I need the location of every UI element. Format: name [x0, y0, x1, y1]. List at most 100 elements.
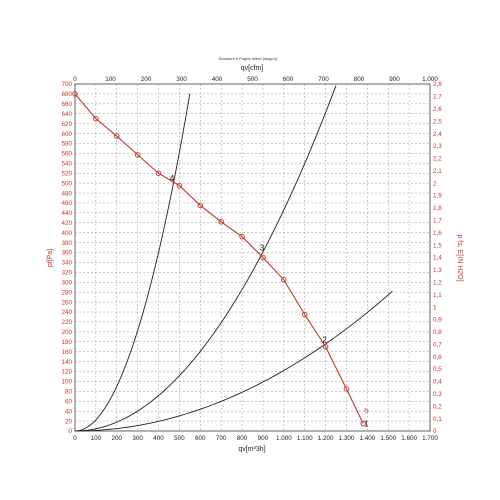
y-right-tick-label: 0	[433, 428, 437, 435]
y-left-tick-label: 200	[61, 329, 72, 336]
y-right-tick-label: 2,7	[433, 94, 442, 101]
fan-curve-marker	[176, 182, 183, 189]
y-left-tick-label: 160	[61, 349, 72, 356]
x-axis-bottom-label: qv[m³3h]	[238, 446, 265, 453]
x-bottom-tick-label: 600	[195, 435, 206, 442]
x-top-tick-label: 500	[247, 76, 258, 83]
fan-curve-marker	[360, 420, 366, 427]
y-right-tick-label: 1,4	[433, 255, 442, 262]
y-left-tick-label: 420	[61, 220, 72, 227]
y-left-tick-label: 600	[61, 131, 72, 138]
y-left-tick-label: 120	[61, 369, 72, 376]
fan-curve-marker	[239, 233, 245, 240]
x-top-tick-label: 100	[105, 76, 116, 83]
y-right-tick-label: 0,4	[433, 379, 442, 386]
y-left-tick-label: 220	[61, 319, 72, 326]
y-right-tick-label: 1,2	[433, 279, 442, 286]
y-left-tick-label: 0	[68, 428, 72, 435]
fan-curve-marker	[322, 343, 329, 350]
x-bottom-tick-label: 1.600	[401, 435, 417, 442]
y-left-tick-label: 620	[61, 121, 72, 128]
system-curve-line	[74, 85, 337, 432]
y-left-tick-label: 300	[61, 279, 72, 286]
x-bottom-tick-label: 800	[237, 435, 248, 442]
y-right-tick-label: 1,5	[433, 242, 442, 249]
y-left-tick-label: 360	[61, 250, 72, 257]
y-left-tick-label: 640	[61, 111, 72, 118]
x-bottom-tick-label: 1.200	[318, 435, 334, 442]
fan-curve-marker	[260, 254, 266, 261]
y-right-tick-label: 1,6	[433, 230, 442, 237]
y-left-tick-label: 560	[61, 151, 72, 158]
x-axis-top-label: qv[cfm]	[241, 65, 264, 72]
x-top-tick-label: 300	[176, 76, 187, 83]
y-left-tick-label: 20	[65, 418, 73, 425]
x-top-tick-label: 600	[283, 76, 294, 83]
x-bottom-tick-label: 700	[216, 435, 227, 442]
y-right-tick-label: 1,7	[433, 218, 442, 225]
y-right-tick-label: 1,3	[433, 267, 442, 274]
y-right-tick-label: 0,6	[433, 354, 442, 361]
y-right-tick-label: 0,1	[433, 416, 442, 423]
y-left-tick-label: 140	[61, 359, 72, 366]
y-right-tick-label: 0,3	[433, 391, 442, 398]
fan-curve-marker	[301, 311, 308, 318]
x-bottom-tick-label: 300	[132, 435, 143, 442]
y-left-tick-label: 180	[61, 339, 72, 346]
x-axis-top: 0 100 200 300 400 500 600 700 800 900 1.000	[73, 76, 438, 83]
fan-curve-marker	[197, 202, 204, 209]
y-left-tick-label: 500	[61, 180, 72, 187]
x-bottom-tick-label: 1.000	[276, 435, 292, 442]
y-axis-left: 0 20 40 60 80 100 120 140 160 180 200 220 240 260 280 3…	[61, 81, 72, 435]
y-left-tick-label: 380	[61, 240, 72, 247]
y-left-tick-label: 480	[61, 190, 72, 197]
x-bottom-tick-label: 200	[112, 435, 123, 442]
y-right-tick-label: 0,5	[433, 366, 442, 373]
x-bottom-tick-label: 1.100	[297, 435, 313, 442]
x-bottom-tick-label: 1.500	[380, 435, 396, 442]
y-axis-right-label: p fs, E[IN H2O]	[456, 234, 463, 281]
operating-point-label: 2	[322, 335, 327, 344]
x-bottom-tick-label: 1.700	[422, 435, 438, 442]
curve-annotation: d	[363, 407, 371, 414]
fan-curve-marker	[72, 91, 78, 97]
x-top-tick-label: 200	[141, 76, 152, 83]
x-top-tick-label: 400	[212, 76, 223, 83]
y-left-tick-label: 260	[61, 299, 72, 306]
x-bottom-tick-label: 900	[258, 435, 269, 442]
y-left-tick-label: 80	[65, 389, 73, 396]
operating-points: 4 3 2 1	[170, 174, 369, 428]
fan-curve-line	[74, 93, 364, 424]
y-right-tick-label: 2,1	[433, 168, 442, 175]
y-right-tick-label: 0,8	[433, 329, 442, 336]
y-right-tick-label: 0,2	[433, 403, 442, 410]
operating-point-label: 1	[364, 420, 369, 429]
y-axis-right: 0 0,1 0,2 0,3 0,4 0,5 0,6 0,7 0,8 0,9 1 1,1 1,2 1,3 1,…	[433, 81, 442, 435]
x-bottom-tick-label: 1.300	[339, 435, 355, 442]
plot-frame	[74, 83, 431, 432]
fan-curve-marker	[218, 219, 224, 225]
x-bottom-tick-label: 0	[73, 435, 77, 442]
fan-curve-marker	[155, 170, 162, 176]
y-left-tick-label: 240	[61, 309, 72, 316]
x-axis-bottom: 0 100 200 300 400 500 600 700 800 900 1.000 1.100 1.…	[73, 435, 438, 442]
x-bottom-tick-label: 1.400	[359, 435, 375, 442]
system-curves	[74, 85, 393, 432]
y-left-tick-label: 580	[61, 141, 72, 148]
y-left-tick-label: 680	[61, 91, 72, 98]
x-top-tick-label: 700	[318, 76, 329, 83]
system-curve-line	[74, 93, 191, 432]
fan-curve-marker	[114, 133, 120, 139]
x-bottom-tick-label: 400	[153, 435, 164, 442]
y-left-tick-label: 520	[61, 170, 72, 177]
y-right-tick-label: 2,8	[433, 81, 442, 88]
y-left-tick-label: 700	[61, 81, 72, 88]
chart-title: Druckerh.h.Pugbe Werrt (diagr.h)	[219, 56, 279, 61]
y-left-tick-label: 460	[61, 200, 72, 207]
fan-curve-marker	[93, 115, 99, 122]
x-bottom-tick-label: 100	[91, 435, 102, 442]
fan-curve-marker	[281, 277, 287, 283]
y-right-tick-label: 1,9	[433, 193, 442, 200]
x-bottom-tick-label: 500	[174, 435, 185, 442]
